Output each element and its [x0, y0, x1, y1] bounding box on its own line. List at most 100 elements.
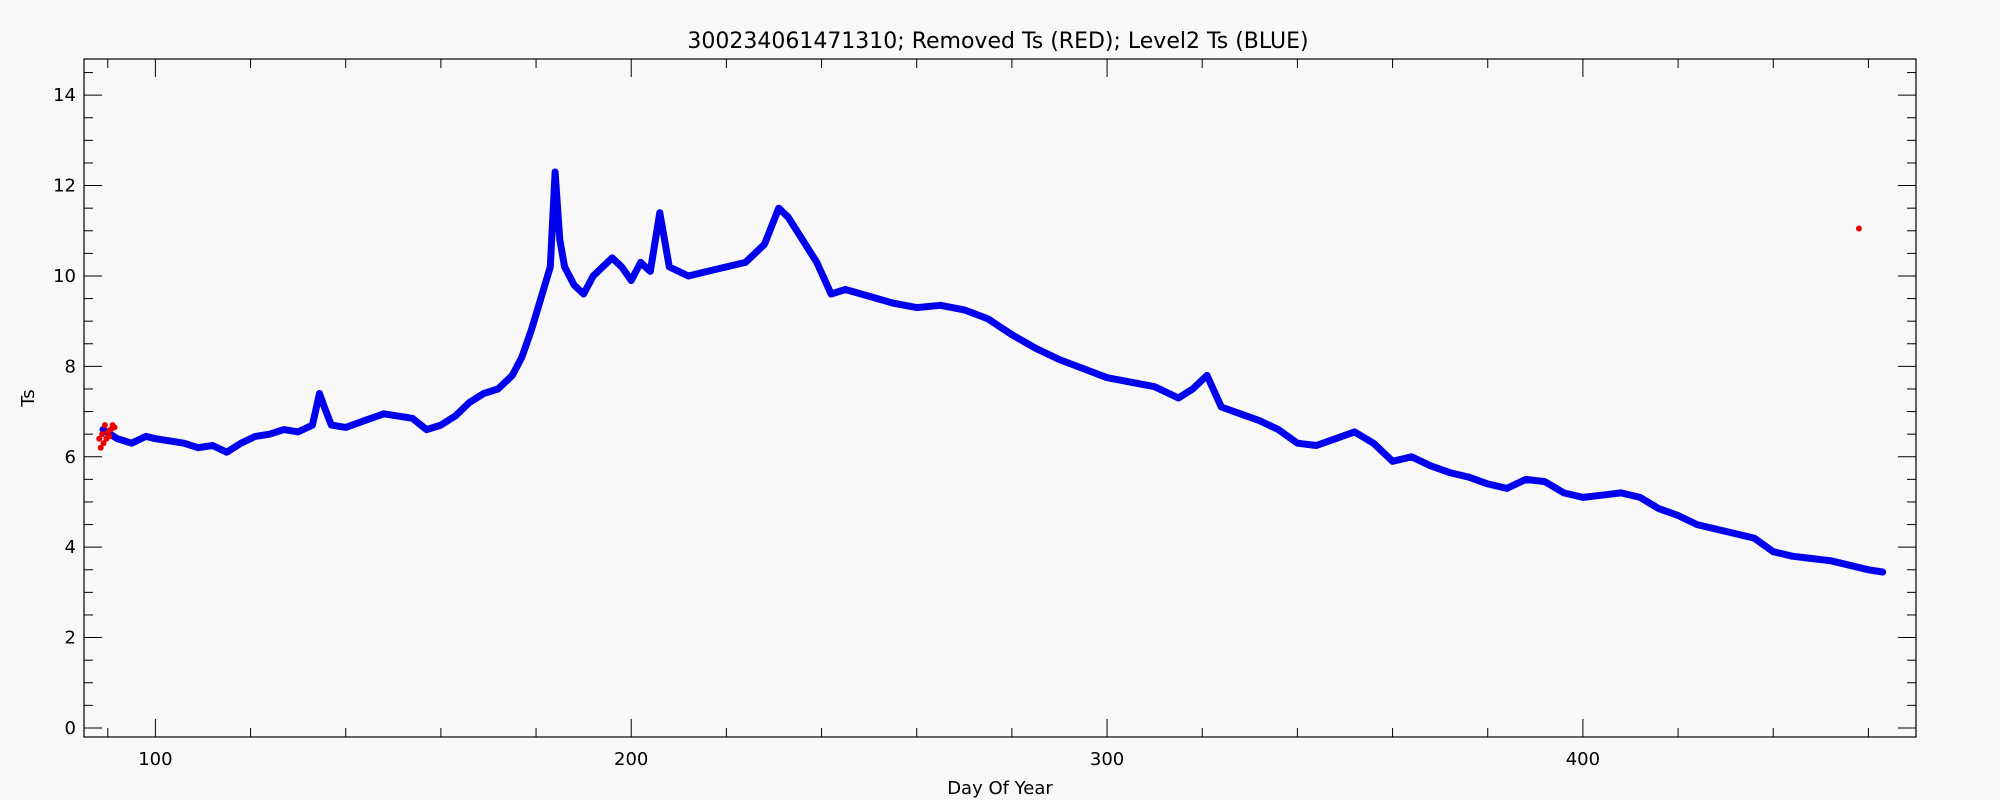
level2-ts-point — [180, 440, 188, 447]
level2-ts-point — [1080, 365, 1087, 372]
level2-ts-point — [266, 431, 273, 438]
level2-ts-point — [223, 449, 230, 456]
level2-ts-point — [1770, 548, 1777, 555]
level2-ts-point — [1865, 566, 1872, 573]
x-tick-label: 400 — [1566, 749, 1600, 770]
level2-ts-point — [937, 302, 944, 309]
level2-ts-point — [1827, 557, 1834, 564]
y-tick-labels: 0 2 4 6 8 10 12 14 — [53, 85, 76, 739]
y-tick-label: 10 — [53, 266, 76, 287]
level2-ts-point — [1465, 473, 1472, 481]
level2-ts-point — [556, 236, 563, 243]
level2-ts-point — [827, 290, 835, 298]
removed-ts-point — [96, 435, 103, 442]
level2-ts-point — [528, 327, 535, 334]
level2-ts-point — [637, 259, 644, 266]
level2-ts-point — [1427, 462, 1434, 469]
level2-ts-point — [1237, 410, 1244, 417]
level2-ts-point — [1541, 478, 1549, 485]
level2-ts-point — [561, 263, 568, 271]
level2-ts-point — [1189, 385, 1196, 393]
level2-ts-point — [1560, 489, 1568, 497]
level2-ts-point — [1313, 442, 1320, 449]
level2-ts-point — [1256, 417, 1263, 424]
level2-ts-point — [618, 263, 625, 271]
removed-ts-point — [101, 422, 108, 429]
level2-ts-point — [1294, 440, 1301, 447]
level2-ts-point — [1674, 512, 1682, 519]
removed-ts-series — [96, 225, 1862, 451]
level2-ts-point — [685, 272, 692, 280]
level2-ts-point — [1808, 555, 1815, 562]
y-tick-label: 4 — [65, 537, 76, 558]
level2-ts-point — [1484, 480, 1491, 488]
level2-ts-point — [1056, 356, 1063, 363]
level2-ts-point — [294, 428, 302, 436]
level2-ts-point — [656, 209, 663, 216]
level2-ts-point — [842, 286, 849, 293]
y-tick-label: 14 — [53, 85, 76, 106]
level2-ts-point — [1503, 485, 1511, 492]
level2-ts-point — [1751, 534, 1758, 542]
level2-ts-point — [309, 421, 316, 429]
level2-ts-point — [423, 426, 430, 433]
level2-ts-point — [628, 277, 635, 284]
level2-ts-point — [537, 295, 544, 302]
level2-ts-point — [452, 412, 459, 420]
level2-ts-point — [209, 442, 216, 449]
level2-ts-point — [316, 390, 323, 397]
level2-ts-point — [1408, 453, 1415, 460]
x-axis-label: Day Of Year — [947, 778, 1053, 799]
level2-ts-point — [1879, 568, 1886, 576]
removed-ts-point — [99, 431, 106, 438]
level2-ts-point — [1389, 458, 1396, 465]
y-tick-label: 0 — [65, 718, 76, 739]
removed-ts-point — [100, 440, 107, 447]
level2-ts-point — [1370, 440, 1377, 447]
level2-ts-point — [152, 435, 159, 442]
level2-ts-point — [518, 354, 525, 361]
level2-ts-series — [99, 168, 1887, 576]
level2-ts-point — [1693, 521, 1701, 528]
level2-ts-point — [328, 421, 335, 429]
level2-ts-point — [742, 259, 749, 266]
level2-ts-line — [99, 168, 1887, 576]
axis-ticks — [84, 59, 1916, 737]
level2-ts-point — [1522, 476, 1530, 483]
level2-ts-point — [647, 268, 654, 275]
level2-ts-point — [195, 444, 202, 451]
level2-ts-point — [551, 168, 559, 176]
y-tick-label: 2 — [65, 628, 76, 649]
level2-ts-point — [1617, 489, 1625, 497]
level2-ts-point — [114, 435, 121, 442]
removed-ts-point — [97, 444, 104, 451]
level2-ts-point — [1446, 469, 1453, 476]
y-axis-label: Ts — [18, 389, 39, 407]
removed-ts-point — [111, 424, 118, 431]
level2-ts-point — [466, 399, 473, 406]
level2-ts-point — [723, 263, 730, 271]
x-tick-labels: 100 200 300 400 — [138, 749, 1600, 770]
level2-ts-point — [1598, 492, 1606, 499]
level2-ts-point — [1712, 525, 1720, 533]
level2-ts-point — [889, 299, 897, 307]
level2-ts-point — [1175, 394, 1182, 402]
level2-ts-point — [142, 433, 150, 440]
level2-ts-point — [785, 214, 792, 221]
level2-ts-point — [394, 412, 402, 420]
level2-ts-point — [609, 254, 616, 262]
level2-ts-point — [590, 272, 597, 280]
level2-ts-point — [437, 421, 445, 429]
level2-ts-point — [494, 385, 502, 393]
x-tick-label: 200 — [614, 749, 648, 770]
level2-ts-point — [704, 268, 711, 275]
x-tick-label: 300 — [1090, 749, 1124, 770]
level2-ts-point — [480, 390, 487, 397]
y-tick-label: 8 — [65, 356, 76, 377]
level2-ts-point — [280, 426, 288, 433]
level2-ts-point — [361, 417, 368, 424]
level2-ts-point — [1351, 428, 1358, 436]
y-tick-label: 6 — [65, 447, 76, 468]
level2-ts-point — [1008, 331, 1016, 338]
